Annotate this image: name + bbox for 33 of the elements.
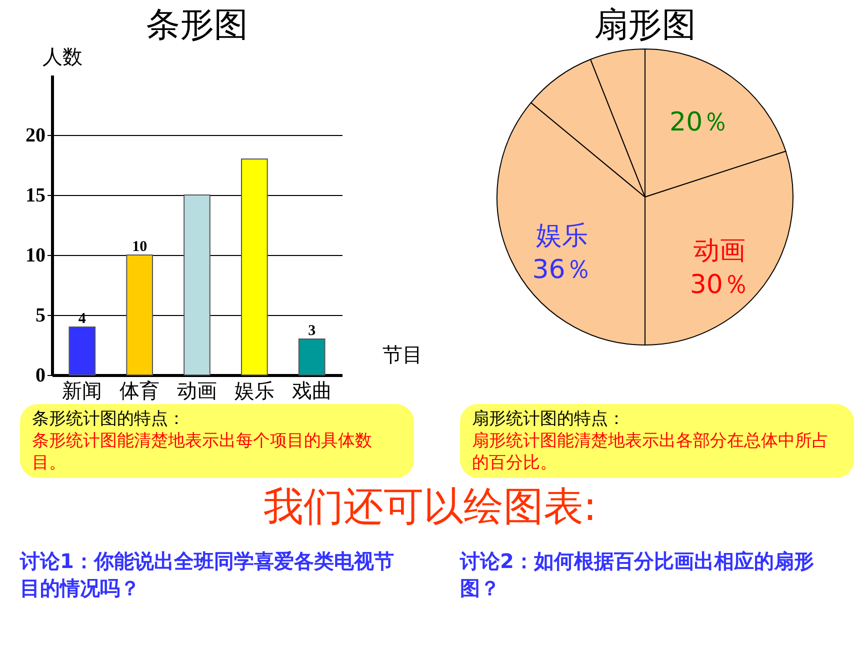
text: 条形统计图的特点：	[32, 408, 186, 430]
x-tick-label: 娱乐	[234, 378, 274, 402]
y-tick-label: 10	[26, 244, 46, 266]
y-tick-label: 20	[26, 124, 46, 146]
y-axis-title: 人数	[42, 44, 82, 68]
chart-title: 扇形图	[594, 5, 696, 45]
bar	[298, 338, 326, 376]
data-label: 30％	[690, 270, 749, 300]
bar	[184, 194, 210, 376]
data-label: 3	[308, 323, 316, 339]
bar	[126, 254, 153, 376]
y-tick-label: 15	[26, 184, 46, 206]
bar	[68, 326, 96, 376]
data-label: 36％	[532, 255, 592, 286]
text: 扇形统计图能清楚地表示出各部分在总体中所占的百分比。	[472, 430, 830, 474]
y-tick-label: 5	[36, 304, 46, 326]
text: 扇形统计图的特点：	[472, 408, 626, 430]
x-axis-title: 节目	[382, 342, 422, 366]
x-tick-label: 新闻	[62, 378, 102, 402]
y-tick-label: 0	[36, 364, 46, 386]
slice-label: 娱乐	[536, 221, 588, 252]
data-label: 10	[132, 239, 148, 255]
x-tick-label: 动画	[177, 378, 217, 402]
slice-label: 动画	[693, 236, 746, 266]
text: 讨论1：你能说出全班同学喜爱各类电视节目的情况吗？	[20, 548, 395, 602]
bar	[241, 158, 268, 376]
text: 我们还可以绘图表:	[262, 483, 598, 532]
x-tick-label: 体育	[120, 378, 160, 402]
text: 讨论2：如何根据百分比画出相应的扇形图？	[460, 548, 815, 602]
chart-title: 条形图	[146, 5, 248, 45]
text: 条形统计图能清楚地表示出每个项目的具体数目。	[32, 430, 373, 474]
x-tick-label: 戏曲	[292, 378, 332, 402]
data-label: 20％	[670, 108, 729, 138]
